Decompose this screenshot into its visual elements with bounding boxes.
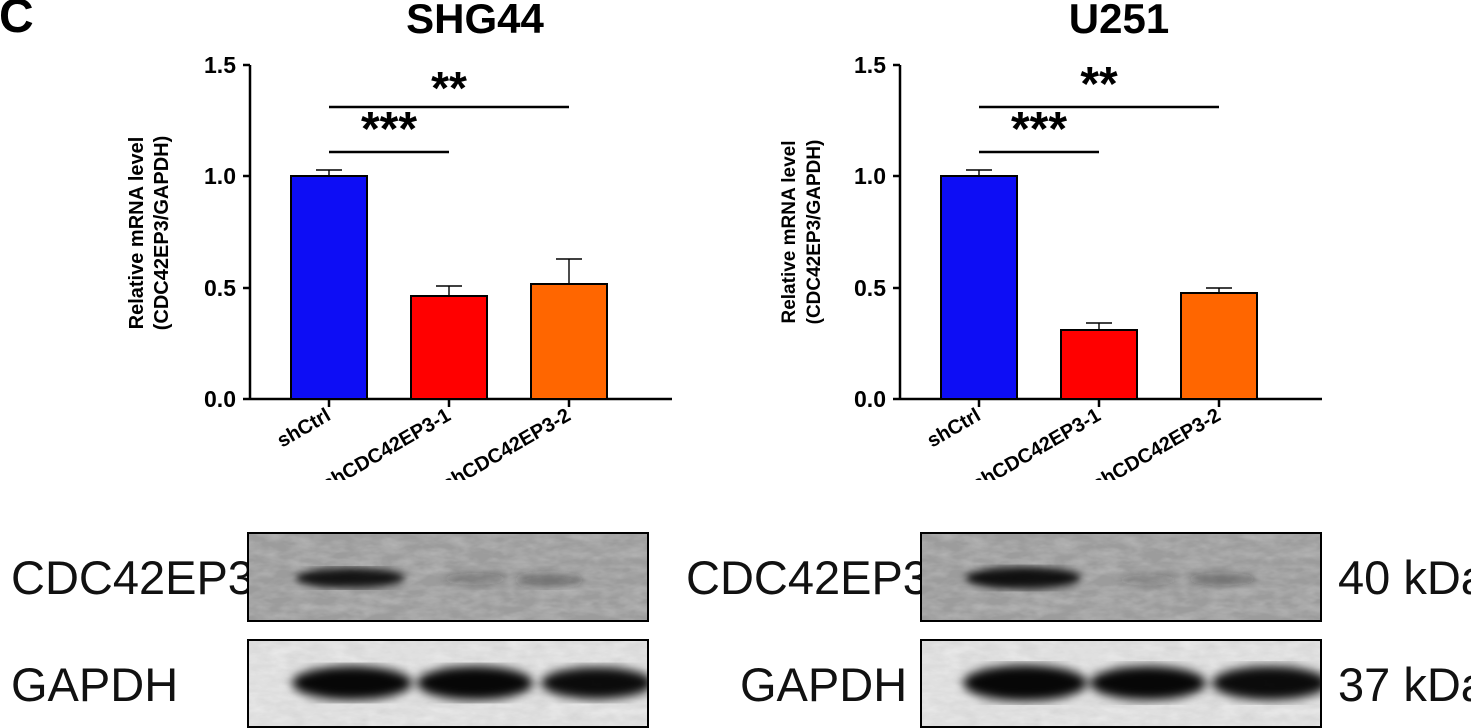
svg-text:0.0: 0.0 [854,386,886,412]
svg-text:***: *** [361,103,417,156]
svg-text:1.0: 1.0 [204,163,236,189]
svg-text:0.5: 0.5 [854,275,886,301]
svg-text:(CDC42EP3/GAPDH): (CDC42EP3/GAPDH) [804,140,825,325]
svg-text:1.5: 1.5 [204,52,236,78]
svg-text:0.0: 0.0 [204,386,236,412]
svg-text:Relative mRNA level: Relative mRNA level [126,137,148,330]
svg-text:SHG44: SHG44 [406,0,544,42]
svg-text:shCDC42EP3-1: shCDC42EP3-1 [968,404,1104,480]
svg-text:1.5: 1.5 [854,52,886,78]
svg-text:shCtrl: shCtrl [273,404,334,452]
svg-text:Relative mRNA level: Relative mRNA level [779,140,800,323]
svg-text:shCDC42EP3-2: shCDC42EP3-2 [1088,404,1224,480]
svg-text:***: *** [1011,103,1067,156]
svg-text:shCtrl: shCtrl [923,404,984,452]
svg-text:U251: U251 [1069,0,1169,42]
svg-text:**: ** [431,62,467,114]
svg-text:**: ** [1080,58,1118,111]
svg-text:1.0: 1.0 [854,163,886,189]
svg-text:shCDC42EP3-2: shCDC42EP3-2 [438,404,574,480]
svg-text:shCDC42EP3-1: shCDC42EP3-1 [318,404,454,480]
svg-text:(CDC42EP3/GAPDH): (CDC42EP3/GAPDH) [151,136,173,330]
svg-text:0.5: 0.5 [204,275,236,301]
